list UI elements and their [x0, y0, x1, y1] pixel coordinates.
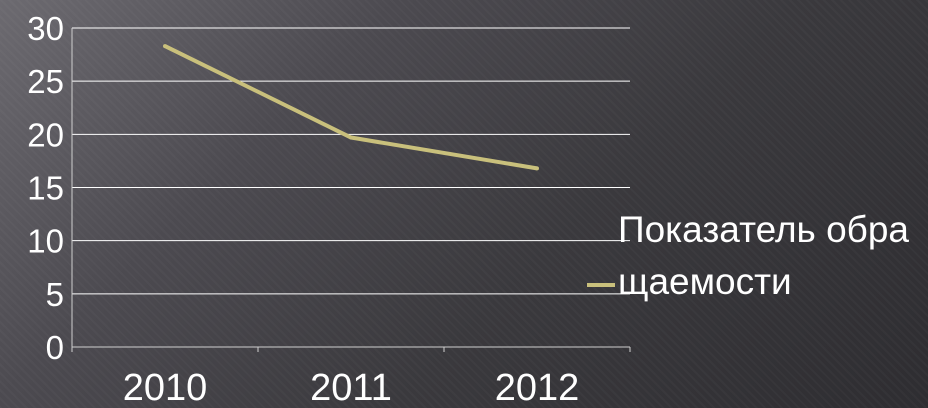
y-tick-label: 30 [27, 10, 64, 47]
axes [71, 28, 631, 352]
y-tick-label: 15 [27, 170, 64, 207]
data-point [349, 135, 353, 140]
y-tick-label: 0 [46, 329, 64, 366]
series-group [163, 44, 539, 171]
x-axis-tick-labels: 2010 2011 2012 [123, 367, 580, 408]
x-tick-label: 2010 [123, 367, 208, 408]
series-line [164, 44, 538, 171]
y-tick-label: 20 [27, 116, 64, 153]
y-tick-label: 10 [27, 223, 64, 260]
data-point [163, 44, 167, 49]
x-tick-label: 2012 [495, 367, 580, 408]
legend-label: Показатель обращаемости [618, 209, 910, 302]
gridlines [72, 27, 630, 295]
y-tick-label: 5 [46, 276, 64, 313]
y-tick-label: 25 [27, 63, 64, 100]
x-tick-label: 2011 [310, 367, 392, 408]
legend-swatch [587, 283, 615, 287]
data-point [535, 166, 539, 171]
y-axis-tick-labels: 0 5 10 15 20 25 30 [27, 10, 64, 366]
